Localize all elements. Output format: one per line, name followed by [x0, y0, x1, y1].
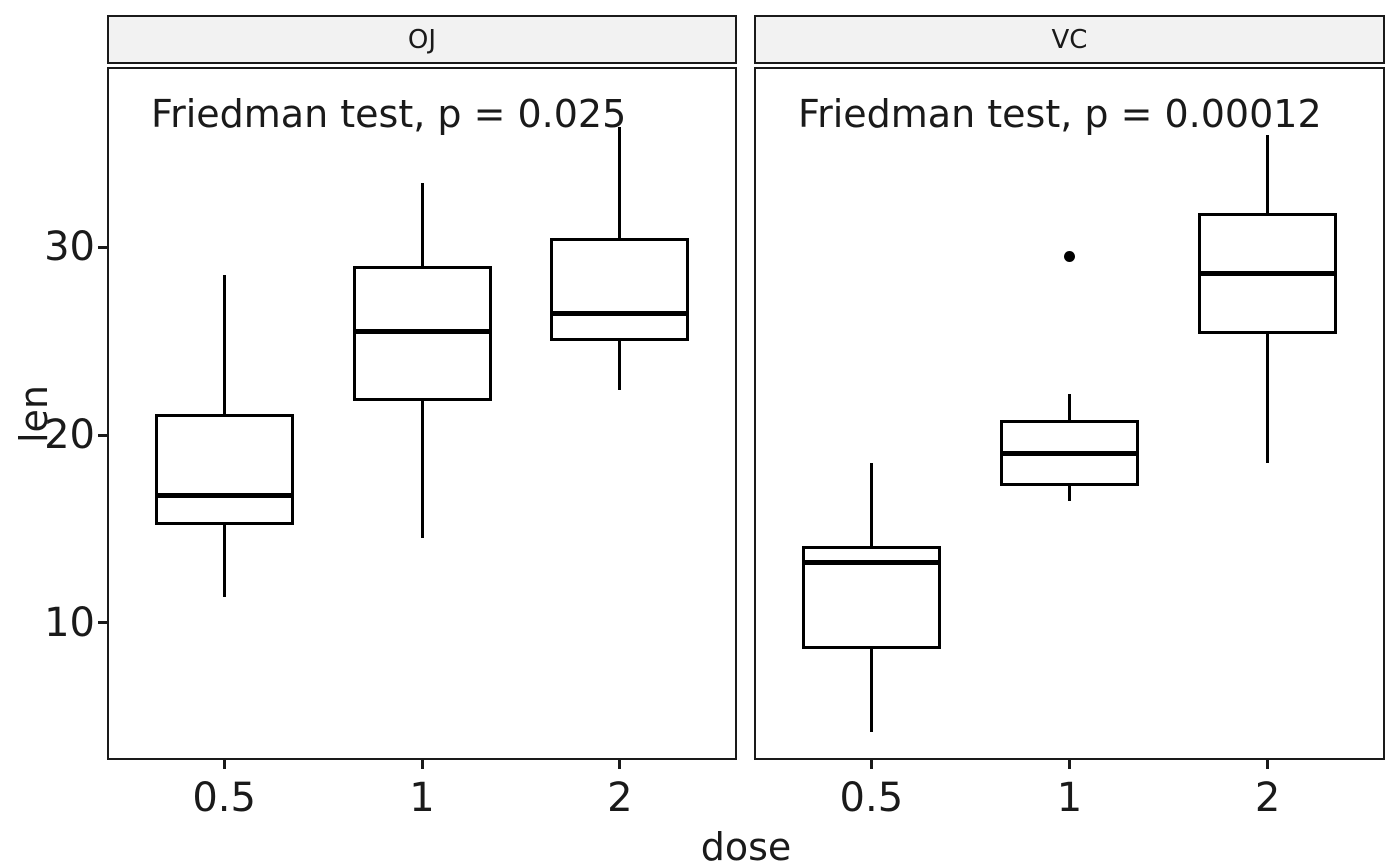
y-tick-mark [98, 245, 107, 249]
x-tick-label: 2 [607, 775, 633, 821]
upper-whisker-line [618, 127, 622, 238]
median-line [801, 560, 941, 566]
x-tick-label: 2 [1254, 775, 1281, 821]
y-axis-title: len [12, 384, 56, 444]
x-tick-label: 0.5 [839, 775, 904, 821]
upper-whisker-line [420, 183, 424, 267]
facet-strip: OJ [107, 15, 737, 64]
x-tick-mark [1068, 760, 1071, 769]
friedman-annotation: Friedman test, p = 0.00012 [798, 92, 1322, 136]
y-tick-label: 10 [44, 599, 95, 646]
upper-whisker-line [222, 275, 226, 415]
facet-strip: VC [754, 15, 1385, 64]
upper-whisker-line [869, 463, 873, 546]
y-tick-label: 30 [44, 224, 95, 271]
median-line [352, 329, 492, 335]
median-line [1000, 451, 1139, 457]
x-tick-mark [1266, 760, 1270, 769]
y-tick-mark [98, 621, 107, 625]
lower-whisker-line [618, 341, 622, 391]
median-line [154, 492, 294, 498]
lower-whisker-line [222, 525, 226, 597]
x-tick-mark [618, 760, 622, 769]
x-tick-label: 1 [1056, 775, 1083, 821]
y-tick-label: 20 [44, 412, 95, 459]
x-tick-mark [420, 760, 424, 769]
boxplot-box [154, 414, 294, 526]
median-line [550, 310, 690, 316]
lower-whisker-line [1068, 485, 1071, 501]
friedman-annotation: Friedman test, p = 0.025 [151, 92, 627, 136]
median-line [1198, 271, 1338, 277]
lower-whisker-line [869, 649, 873, 732]
x-tick-label: 1 [409, 775, 435, 821]
x-tick-mark [222, 760, 226, 769]
outlier-point [1064, 251, 1075, 263]
x-tick-mark [869, 760, 873, 769]
x-axis-title: dose [700, 825, 792, 866]
lower-whisker-line [420, 401, 424, 539]
upper-whisker-line [1068, 393, 1071, 421]
upper-whisker-line [1266, 134, 1270, 214]
boxplot-box [550, 237, 690, 342]
y-tick-mark [98, 433, 107, 437]
x-tick-label: 0.5 [192, 775, 256, 821]
lower-whisker-line [1266, 333, 1270, 464]
